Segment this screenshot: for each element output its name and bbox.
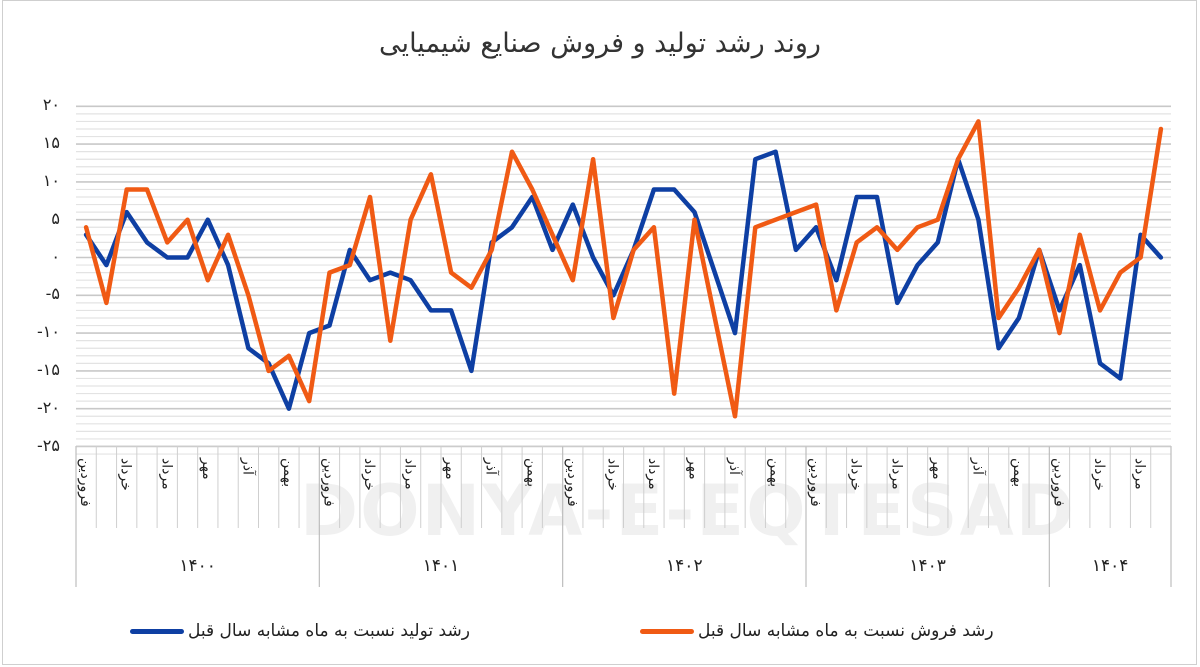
y-tick-label: -۱۰ — [37, 322, 60, 342]
month-label: خرداد — [847, 458, 864, 491]
series-line-sales — [83, 119, 1164, 419]
month-label: بهمن — [1009, 458, 1026, 488]
y-tick-label: ۵ — [51, 208, 60, 228]
year-label: ۱۴۰۴ — [1091, 556, 1129, 576]
month-label: مرداد — [1131, 458, 1148, 490]
y-tick-label: ۱۰ — [42, 170, 60, 190]
y-tick-label: -۲۵ — [37, 435, 60, 455]
y-tick-label: ۰ — [51, 246, 60, 266]
month-label: آذر — [726, 458, 743, 475]
y-tick-label: -۱۵ — [37, 359, 60, 379]
month-label: مرداد — [401, 458, 418, 490]
y-tick-label: -۵ — [45, 284, 60, 304]
month-label: مهر — [685, 458, 702, 480]
year-label: ۱۴۰۲ — [666, 556, 703, 576]
month-label: آذر — [239, 458, 256, 475]
month-label: بهمن — [523, 458, 540, 488]
month-label: مهر — [928, 458, 945, 480]
legend-swatch-production — [130, 628, 184, 634]
month-label: خرداد — [1091, 458, 1108, 491]
legend-swatch-sales — [640, 628, 694, 634]
legend-item-production: رشد تولید نسبت به ماه مشابه سال قبل — [130, 621, 470, 641]
year-label: ۱۴۰۰ — [179, 556, 216, 576]
month-label: فروردین — [1050, 458, 1067, 507]
legend-item-sales: رشد فروش نسبت به ماه مشابه سال قبل — [640, 621, 994, 641]
legend-label-production: رشد تولید نسبت به ماه مشابه سال قبل — [188, 621, 470, 641]
month-label: آذر — [482, 458, 499, 475]
month-label: آذر — [969, 458, 986, 475]
legend-label-sales: رشد فروش نسبت به ماه مشابه سال قبل — [698, 621, 994, 641]
month-label: مهر — [442, 458, 459, 480]
month-label: مرداد — [888, 458, 905, 490]
month-label: خرداد — [604, 458, 621, 491]
month-label: بهمن — [279, 458, 296, 488]
month-label: بهمن — [766, 458, 783, 488]
month-label: خرداد — [117, 458, 134, 491]
y-tick-label: -۲۰ — [37, 397, 60, 417]
month-label: خرداد — [361, 458, 378, 491]
y-tick-label: ۲۰ — [42, 95, 60, 115]
y-tick-label: ۱۵ — [42, 133, 60, 153]
month-label: فروردین — [563, 458, 580, 507]
month-label: مرداد — [644, 458, 661, 490]
month-label: فروردین — [320, 458, 337, 507]
month-label: فروردین — [77, 458, 94, 507]
year-label: ۱۴۰۱ — [422, 556, 460, 576]
month-label: مهر — [198, 458, 215, 480]
month-label: فروردین — [807, 458, 824, 507]
year-label: ۱۴۰۳ — [909, 556, 946, 576]
chart-title: روند رشد تولید و فروش صنایع شیمیایی — [379, 28, 821, 59]
month-label: مرداد — [158, 458, 175, 490]
